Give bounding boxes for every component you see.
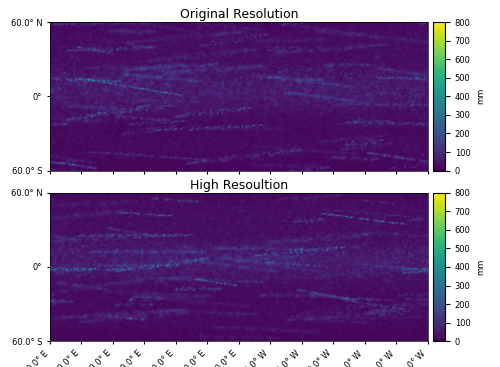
Title: High Resoultion: High Resoultion [190, 178, 288, 192]
Y-axis label: mm: mm [476, 259, 485, 275]
Y-axis label: mm: mm [476, 88, 485, 105]
Title: Original Resolution: Original Resolution [180, 8, 298, 21]
